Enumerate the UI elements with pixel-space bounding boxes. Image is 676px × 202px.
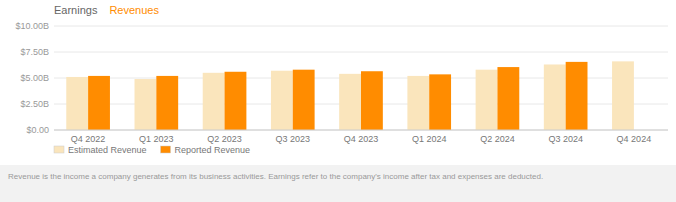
bar [293, 70, 315, 130]
x-tick-label: Q4 2023 [344, 134, 379, 144]
bar [271, 71, 293, 130]
x-tick-label: Q2 2023 [207, 134, 242, 144]
bar [156, 76, 178, 130]
x-axis-line [54, 130, 668, 131]
bar [203, 73, 225, 130]
x-tick-label: Q4 2024 [617, 134, 652, 144]
bar [361, 71, 383, 130]
x-tick-label: Q3 2024 [548, 134, 583, 144]
bar [407, 76, 429, 130]
bar [497, 67, 519, 130]
x-tick-label: Q1 2024 [412, 134, 447, 144]
bar [225, 72, 247, 130]
legend-swatch [161, 146, 171, 153]
subtitle: Revenues [109, 4, 159, 16]
bar [339, 74, 361, 130]
bar [88, 76, 110, 130]
title: Earnings [54, 4, 98, 16]
y-tick-label: $2.50B [20, 99, 49, 109]
grid-line [54, 52, 668, 53]
y-tick-label: $5.00B [20, 73, 49, 83]
legend-swatch [54, 146, 64, 153]
bar [544, 64, 566, 130]
legend-label: Estimated Revenue [68, 145, 147, 155]
bar [429, 74, 451, 130]
x-tick-label: Q3 2023 [276, 134, 311, 144]
grid-line [54, 26, 668, 27]
bar [476, 70, 498, 130]
y-tick-label: $7.50B [20, 47, 49, 57]
bar [612, 61, 634, 130]
x-tick-label: Q4 2022 [71, 134, 106, 144]
bar [66, 77, 88, 130]
bar [135, 79, 157, 130]
x-tick-label: Q1 2023 [139, 134, 174, 144]
footer-background [0, 165, 676, 202]
footer-text: Revenue is the income a company generate… [8, 172, 543, 181]
grid-line [54, 130, 668, 131]
chart: Earnings Revenues $0.00 $2.50B $5.00B $7.50B $… [0, 0, 676, 202]
x-tick-label: Q2 2024 [480, 134, 515, 144]
y-tick-label: $10.00B [15, 21, 49, 31]
bar [566, 62, 588, 130]
legend-label: Reported Revenue [175, 145, 251, 155]
y-tick-label: $0.00 [26, 125, 49, 135]
bars [66, 61, 634, 130]
